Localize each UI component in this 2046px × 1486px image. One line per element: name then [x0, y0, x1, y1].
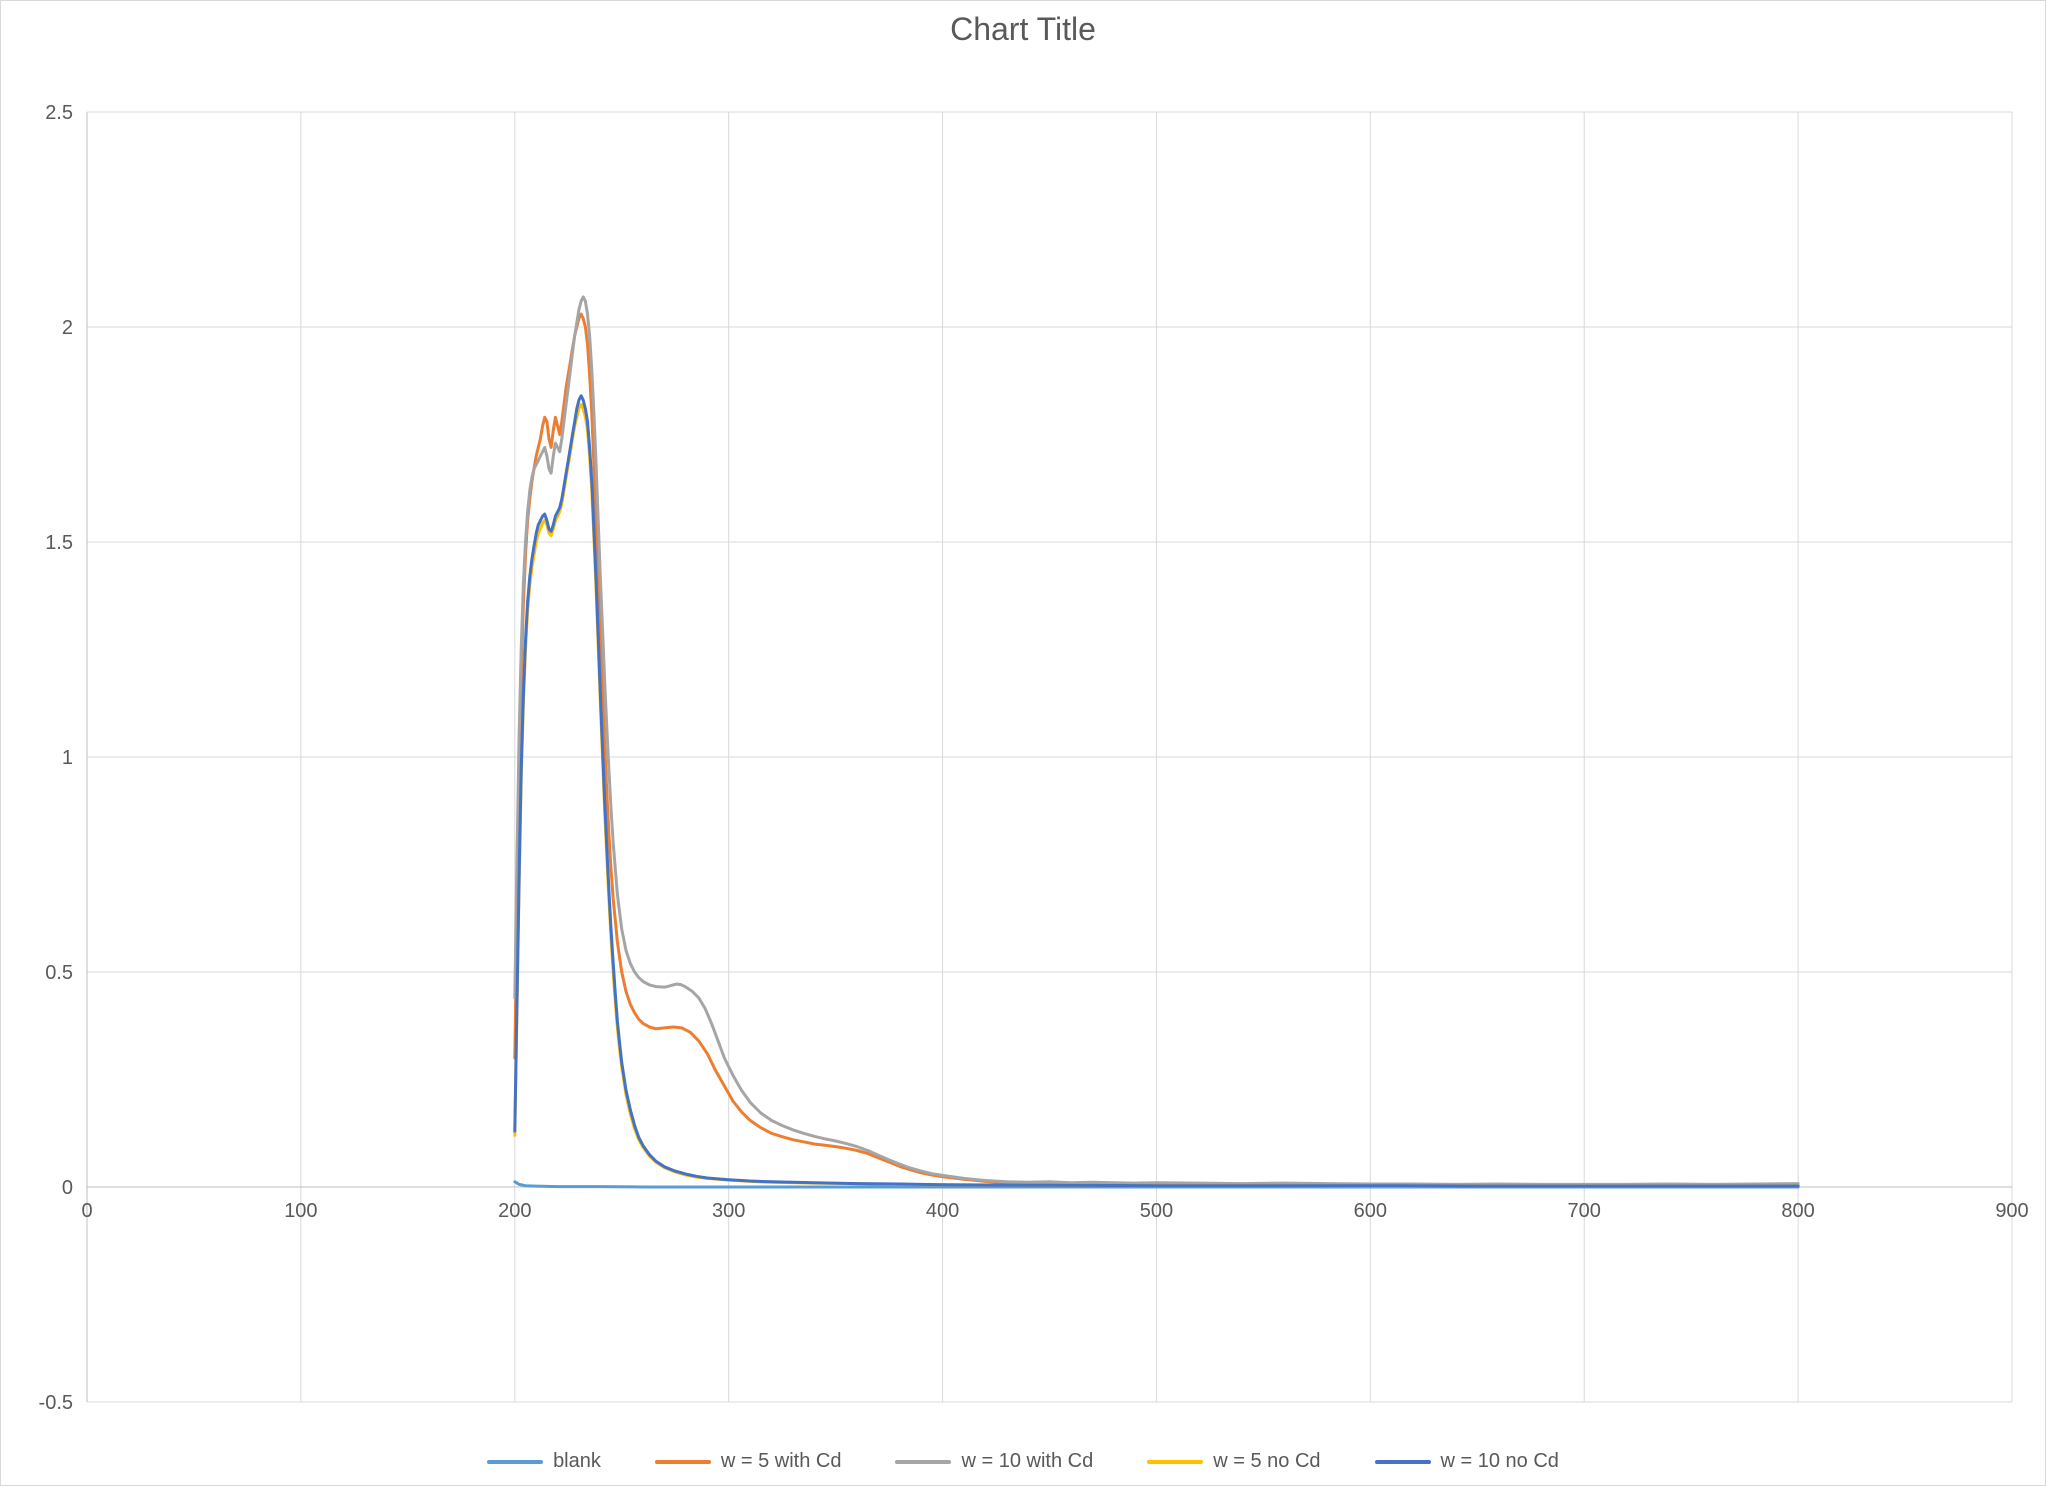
x-tick-label: 800 [1781, 1200, 1814, 1222]
y-tick-label: 1.5 [45, 532, 73, 554]
y-tick-label: 0.5 [45, 962, 73, 984]
y-tick-label: 0 [62, 1177, 73, 1199]
y-tick-label: 1 [62, 747, 73, 769]
y-tick-label: -0.5 [39, 1392, 73, 1414]
legend-line-swatch [895, 1459, 952, 1464]
x-tick-label: 900 [1995, 1200, 2028, 1222]
legend-line-swatch [1147, 1459, 1204, 1464]
y-tick-label: 2 [62, 317, 73, 339]
series-line-w-10-no-cd [513, 394, 1800, 1188]
legend-label: w = 5 with Cd [720, 1450, 842, 1472]
legend-item: w = 5 no Cd [1147, 1450, 1321, 1473]
x-tick-label: 0 [81, 1200, 92, 1222]
legend-item: blank [487, 1450, 601, 1473]
legend-line-swatch [654, 1459, 711, 1464]
legend-line-swatch [487, 1459, 544, 1464]
y-tick-label: 2.5 [45, 102, 73, 124]
legend-label: w = 5 no Cd [1213, 1450, 1321, 1472]
x-tick-label: 500 [1140, 1200, 1173, 1222]
x-tick-label: 300 [712, 1200, 745, 1222]
legend-item: w = 10 with Cd [895, 1450, 1093, 1473]
series-line-w-10-with-cd [513, 295, 1800, 1186]
legend-label: blank [553, 1450, 601, 1472]
chart-title: Chart Title [950, 11, 1096, 47]
legend-label: w = 10 with Cd [961, 1450, 1094, 1472]
x-tick-label: 700 [1568, 1200, 1601, 1222]
legend-item: w = 10 no Cd [1374, 1450, 1559, 1473]
x-tick-label: 600 [1354, 1200, 1387, 1222]
legend-line-swatch [1374, 1459, 1431, 1464]
legend-label: w = 10 no Cd [1440, 1450, 1559, 1472]
x-tick-label: 400 [926, 1200, 959, 1222]
x-tick-label: 200 [498, 1200, 531, 1222]
legend-item: w = 5 with Cd [654, 1450, 842, 1473]
x-tick-label: 100 [284, 1200, 317, 1222]
legend: blank w = 5 with Cd w = 10 with Cd w = 5 no… [1, 1450, 2045, 1473]
